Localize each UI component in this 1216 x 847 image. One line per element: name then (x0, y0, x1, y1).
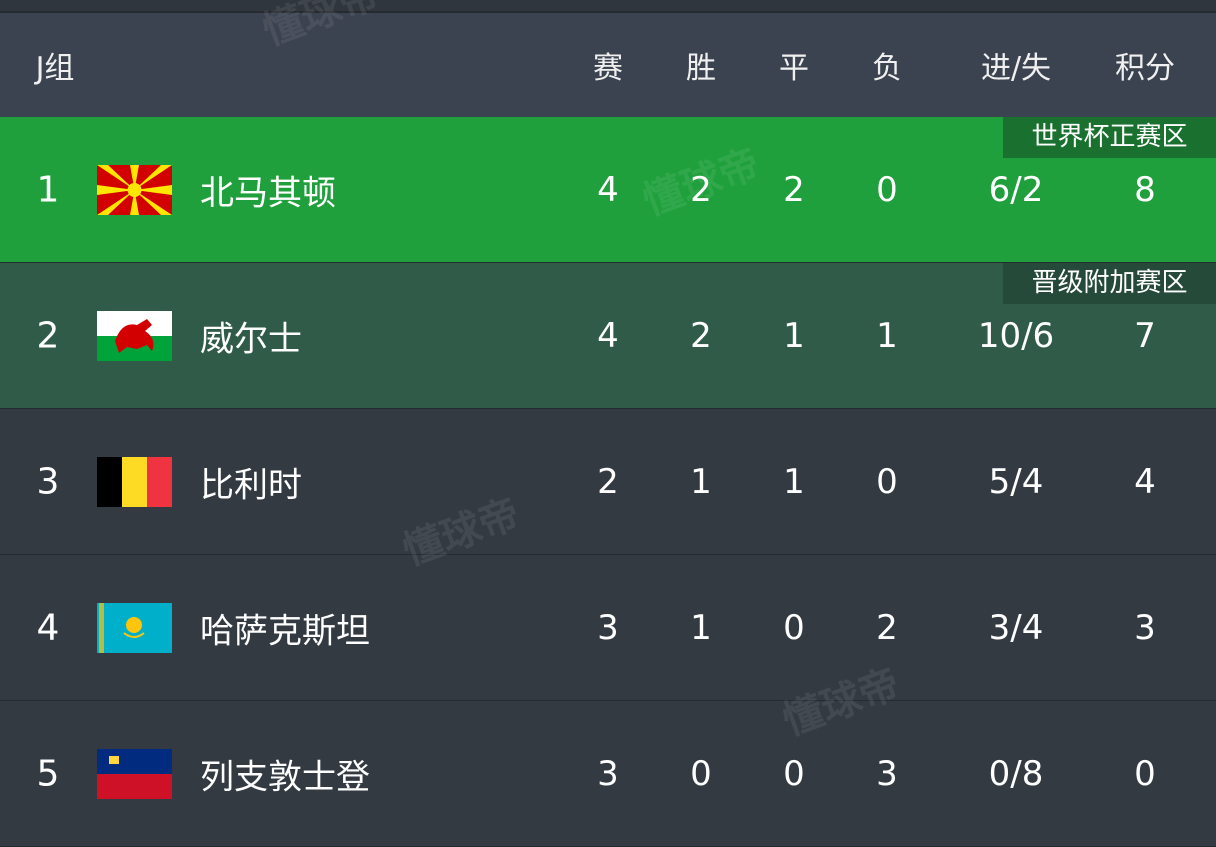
top-strip (0, 0, 1216, 13)
points-value: 7 (1134, 315, 1156, 356)
team-name[interactable]: 北马其顿 (200, 173, 336, 213)
table-row[interactable]: 4 哈萨克斯坦 3 1 0 2 3/4 3 (0, 555, 1216, 701)
won-value: 0 (690, 753, 712, 794)
won-value: 1 (690, 607, 712, 648)
points-value: 3 (1134, 607, 1156, 648)
goals-value: 3/4 (988, 607, 1044, 648)
table-row[interactable]: 5 列支敦士登 3 0 0 3 0/8 0 (0, 701, 1216, 847)
table-row[interactable]: 晋级附加赛区 2 威尔士 4 2 1 1 10/6 7 (0, 263, 1216, 409)
goals-value: 10/6 (977, 315, 1055, 356)
group-label: J组 (35, 51, 75, 86)
lost-value: 1 (876, 315, 898, 356)
zone-badge: 晋级附加赛区 (1003, 263, 1216, 304)
col-goals: 进/失 (980, 51, 1052, 86)
lost-value: 2 (876, 607, 898, 648)
wales-flag-icon (97, 310, 172, 361)
zone-badge: 世界杯正赛区 (1003, 117, 1216, 158)
won-value: 2 (690, 169, 712, 210)
col-played: 赛 (593, 51, 623, 86)
table-row[interactable]: 世界杯正赛区 1 北马其顿 4 2 2 0 6/2 8 (0, 117, 1216, 263)
points-value: 4 (1134, 461, 1156, 502)
played-value: 3 (597, 607, 619, 648)
kazakhstan-flag-icon (97, 602, 172, 653)
lost-value: 0 (876, 461, 898, 502)
played-value: 4 (597, 315, 619, 356)
rank: 3 (36, 461, 60, 502)
liechtenstein-flag-icon (97, 748, 172, 799)
goals-value: 0/8 (988, 753, 1044, 794)
col-lost: 负 (872, 51, 902, 86)
table-header: J组 赛 胜 平 负 进/失 积分 (0, 13, 1216, 117)
belgium-flag-icon (97, 456, 172, 507)
team-name[interactable]: 列支敦士登 (200, 757, 370, 797)
played-value: 2 (597, 461, 619, 502)
team-name[interactable]: 比利时 (200, 465, 302, 505)
col-drawn: 平 (779, 51, 809, 86)
drawn-value: 1 (783, 461, 805, 502)
drawn-value: 2 (783, 169, 805, 210)
team-name[interactable]: 威尔士 (200, 319, 302, 359)
col-won: 胜 (686, 51, 716, 86)
lost-value: 0 (876, 169, 898, 210)
played-value: 3 (597, 753, 619, 794)
drawn-value: 1 (783, 315, 805, 356)
rank: 5 (36, 753, 60, 794)
won-value: 1 (690, 461, 712, 502)
drawn-value: 0 (783, 607, 805, 648)
won-value: 2 (690, 315, 712, 356)
team-name[interactable]: 哈萨克斯坦 (200, 611, 370, 651)
played-value: 4 (597, 169, 619, 210)
rank: 4 (36, 607, 60, 648)
col-points: 积分 (1115, 51, 1175, 86)
north-macedonia-flag-icon (97, 164, 172, 215)
lost-value: 3 (876, 753, 898, 794)
goals-value: 6/2 (988, 169, 1044, 210)
table-row[interactable]: 3 比利时 2 1 1 0 5/4 4 (0, 409, 1216, 555)
points-value: 8 (1134, 169, 1156, 210)
rank: 2 (36, 315, 60, 356)
rank: 1 (36, 169, 60, 210)
goals-value: 5/4 (988, 461, 1044, 502)
drawn-value: 0 (783, 753, 805, 794)
points-value: 0 (1134, 753, 1156, 794)
